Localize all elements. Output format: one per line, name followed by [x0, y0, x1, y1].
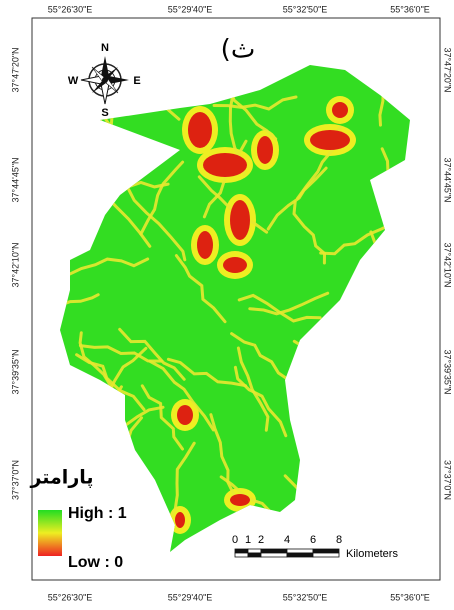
scale-segment [235, 553, 248, 557]
high-zone-core [203, 153, 247, 177]
legend-low: Low : 0 [68, 554, 123, 571]
compass-e: E [133, 75, 140, 87]
grid-label-top: 55°36'0"E [390, 4, 430, 14]
grid-label-bottom: 55°32'50"E [283, 592, 328, 602]
legend-title: پارامتر [29, 467, 93, 489]
high-zone-core [332, 102, 348, 118]
scale-segment [287, 549, 313, 553]
high-zone-core [175, 512, 185, 528]
scale-tick-label: 2 [258, 534, 264, 546]
map: N S E W (ث پارامتر High : 1 Low : 0 012 4… [0, 0, 454, 610]
grid-label-right: 37°42'10"N [443, 242, 453, 287]
grid-label-top: 55°29'40"E [168, 4, 213, 14]
grid-label-right: 37°39'35"N [443, 349, 453, 394]
scale-tick-label: 8 [336, 534, 342, 546]
grid-label-bottom: 55°26'30"E [48, 592, 93, 602]
scale-tick-label: 6 [310, 534, 316, 546]
high-zone-core [188, 112, 212, 148]
compass-s: S [101, 107, 108, 119]
grid-label-right: 37°37'0"N [443, 460, 453, 500]
high-zone-core [197, 231, 213, 259]
scale-segment [287, 553, 313, 557]
compass-w: W [68, 75, 79, 87]
grid-label-left: 37°47'20"N [10, 47, 20, 92]
grid-label-left: 37°39'35"N [10, 349, 20, 394]
high-zone-core [230, 200, 250, 240]
panel-label: (ث [221, 35, 256, 65]
scale-segment [235, 549, 248, 553]
high-zone-core [310, 130, 350, 150]
grid-label-left: 37°44'45"N [10, 157, 20, 202]
scale-tick-label: 4 [284, 534, 290, 546]
scale-segment [248, 549, 261, 553]
high-zone-core [257, 136, 273, 164]
grid-label-left: 37°42'10"N [10, 242, 20, 287]
grid-label-left: 37°37'0"N [10, 460, 20, 500]
grid-label-right: 37°47'20"N [443, 47, 453, 92]
scale-tick-label: 1 [245, 534, 251, 546]
scale-segment [313, 549, 339, 553]
legend-high: High : 1 [68, 505, 127, 522]
scale-segment [261, 553, 287, 557]
scale-segment [261, 549, 287, 553]
high-zone-core [230, 494, 250, 506]
scale-segment [313, 553, 339, 557]
grid-label-bottom: 55°29'40"E [168, 592, 213, 602]
grid-label-top: 55°32'50"E [283, 4, 328, 14]
grid-label-right: 37°44'45"N [443, 157, 453, 202]
scale-segment [248, 553, 261, 557]
compass-n: N [101, 42, 109, 54]
legend-ramp [38, 510, 62, 556]
grid-label-bottom: 55°36'0"E [390, 592, 430, 602]
scale-tick-label: 0 [232, 534, 238, 546]
high-zone-core [223, 257, 247, 273]
scale-unit: Kilometers [346, 548, 398, 560]
high-zone-core [177, 405, 193, 425]
grid-label-top: 55°26'30"E [48, 4, 93, 14]
